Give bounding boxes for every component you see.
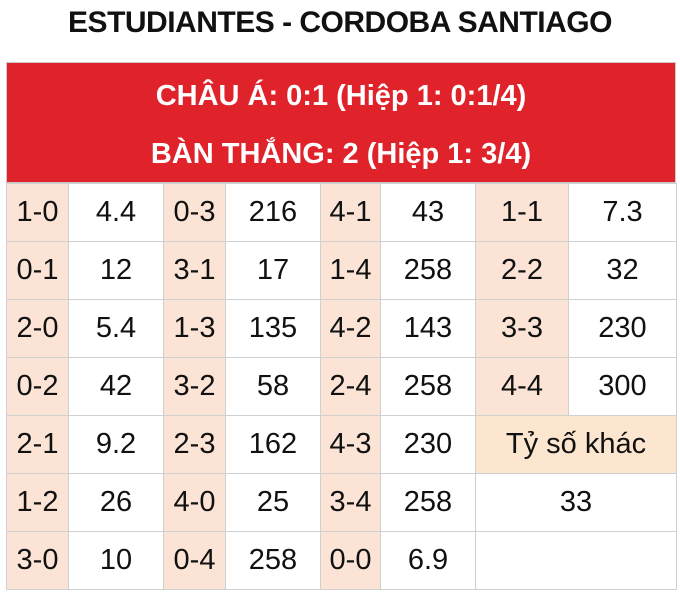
odds-cell: 143 bbox=[380, 299, 476, 358]
odds-cell: 9.2 bbox=[68, 415, 164, 474]
odds-cell: 230 bbox=[380, 415, 476, 474]
odds-cell: 58 bbox=[225, 357, 321, 416]
table-row: 0-1 12 3-1 17 1-4 258 2-2 32 bbox=[6, 241, 677, 300]
score-cell: 0-1 bbox=[6, 241, 69, 300]
score-cell: 0-0 bbox=[320, 531, 381, 590]
odds-cell: 258 bbox=[380, 473, 476, 532]
odds-cell: 230 bbox=[568, 299, 677, 358]
score-cell: 1-1 bbox=[475, 183, 569, 242]
empty-cell bbox=[475, 531, 677, 590]
score-cell: 1-0 bbox=[6, 183, 69, 242]
odds-cell: 5.4 bbox=[68, 299, 164, 358]
table-row: 3-0 10 0-4 258 0-0 6.9 bbox=[6, 531, 677, 590]
score-cell: 1-4 bbox=[320, 241, 381, 300]
score-cell: 3-3 bbox=[475, 299, 569, 358]
header-line: BÀN THẮNG: 2 (Hiệp 1: 3/4) bbox=[150, 138, 532, 170]
score-cell: 0-2 bbox=[6, 357, 69, 416]
table-row: 1-2 26 4-0 25 3-4 258 33 bbox=[6, 473, 677, 532]
score-cell: 3-1 bbox=[163, 241, 226, 300]
table-row: 2-1 9.2 2-3 162 4-3 230 Tỷ số khác bbox=[6, 415, 677, 474]
score-cell: 2-1 bbox=[6, 415, 69, 474]
score-cell: 2-3 bbox=[163, 415, 226, 474]
odds-cell: 10 bbox=[68, 531, 164, 590]
odds-cell: 43 bbox=[380, 183, 476, 242]
score-cell: 1-3 bbox=[163, 299, 226, 358]
odds-cell: 12 bbox=[68, 241, 164, 300]
header: CHÂU Á: 0:1 (Hiệp 1: 0:1/4) BÀN THẮNG: 2… bbox=[6, 62, 676, 183]
odds-cell: 135 bbox=[225, 299, 321, 358]
odds-cell: 7.3 bbox=[568, 183, 677, 242]
other-label: Tỷ số khác bbox=[475, 415, 677, 474]
odds-cell: 25 bbox=[225, 473, 321, 532]
odds-cell: 17 bbox=[225, 241, 321, 300]
table-row: 0-2 42 3-2 58 2-4 258 4-4 300 bbox=[6, 357, 677, 416]
score-cell: 4-2 bbox=[320, 299, 381, 358]
odds-cell: 258 bbox=[225, 531, 321, 590]
score-cell: 2-4 bbox=[320, 357, 381, 416]
odds-cell: 258 bbox=[380, 357, 476, 416]
odds-cell: 4.4 bbox=[68, 183, 164, 242]
score-cell: 0-4 bbox=[163, 531, 226, 590]
score-cell: 3-0 bbox=[6, 531, 69, 590]
table-row: 1-0 4.4 0-3 216 4-1 43 1-1 7.3 bbox=[6, 183, 677, 242]
score-cell: 0-3 bbox=[163, 183, 226, 242]
score-cell: 2-0 bbox=[6, 299, 69, 358]
odds-cell: 258 bbox=[380, 241, 476, 300]
other-value: 33 bbox=[475, 473, 677, 532]
odds-cell: 162 bbox=[225, 415, 321, 474]
odds-cell: 32 bbox=[568, 241, 677, 300]
odds-cell: 6.9 bbox=[380, 531, 476, 590]
score-cell: 4-1 bbox=[320, 183, 381, 242]
score-cell: 3-2 bbox=[163, 357, 226, 416]
score-cell: 4-4 bbox=[475, 357, 569, 416]
odds-cell: 26 bbox=[68, 473, 164, 532]
title: ESTUDIANTES - CORDOBA SANTIAGO bbox=[68, 6, 612, 39]
table-row: 2-0 5.4 1-3 135 4-2 143 3-3 230 bbox=[6, 299, 677, 358]
odds-cell: 300 bbox=[568, 357, 677, 416]
header-line: CHÂU Á: 0:1 (Hiệp 1: 0:1/4) bbox=[155, 80, 527, 112]
score-cell: 1-2 bbox=[6, 473, 69, 532]
odds-table: 1-0 4.4 0-3 216 4-1 43 1-1 7.3 0-1 12 3-1 17 1-4 258 2… bbox=[6, 183, 677, 590]
score-cell: 4-3 bbox=[320, 415, 381, 474]
odds-cell: 216 bbox=[225, 183, 321, 242]
score-cell: 2-2 bbox=[475, 241, 569, 300]
score-cell: 4-0 bbox=[163, 473, 226, 532]
score-cell: 3-4 bbox=[320, 473, 381, 532]
odds-cell: 42 bbox=[68, 357, 164, 416]
